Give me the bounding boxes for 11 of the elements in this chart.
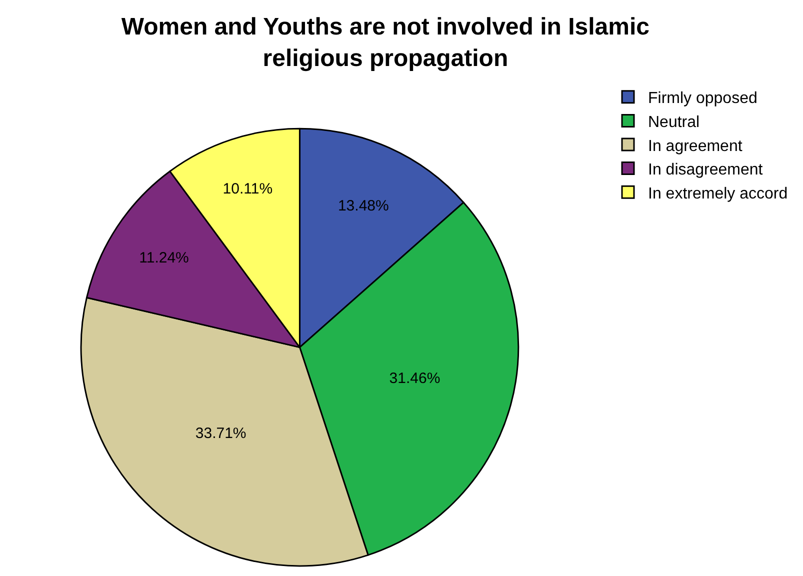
data-label: 10.11% (222, 180, 273, 198)
data-label: 13.48% (338, 197, 389, 214)
legend-label: Neutral (648, 114, 700, 131)
legend-label: In agreement (648, 138, 743, 155)
chart-title: Women and Youths are not involved in Islamic religious propagation (121, 14, 650, 72)
legend-label: In disagreement (648, 162, 764, 179)
legend-label: In extremely accord (648, 185, 788, 202)
legend-label: Firmly opposed (648, 90, 758, 108)
data-label: 11.24% (139, 249, 189, 266)
data-label: 31.46% (389, 370, 440, 387)
data-label: 33.71% (195, 424, 246, 442)
